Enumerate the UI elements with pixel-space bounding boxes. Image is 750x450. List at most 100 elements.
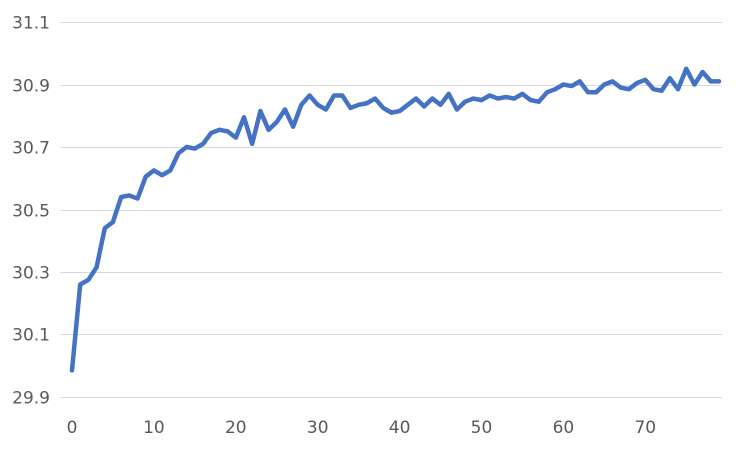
data-point: [307, 93, 312, 98]
y-tick-label: 30.3: [12, 264, 50, 284]
data-point: [651, 87, 656, 92]
data-point: [70, 368, 74, 373]
data-point: [340, 93, 345, 98]
data-point: [258, 109, 263, 114]
data-point: [520, 91, 525, 96]
data-point: [160, 173, 165, 178]
data-point: [78, 282, 83, 287]
data-point: [168, 168, 173, 173]
data-point: [299, 102, 304, 107]
data-point: [389, 110, 394, 115]
data-point: [217, 127, 222, 132]
data-point: [512, 96, 517, 101]
data-point: [676, 87, 681, 92]
data-point: [315, 102, 320, 107]
data-point: [463, 99, 468, 104]
plot-area: [69, 66, 722, 373]
data-point: [405, 102, 410, 107]
y-tick-label: 30.1: [12, 326, 50, 346]
data-point: [430, 96, 435, 101]
x-tick-label: 40: [389, 418, 411, 438]
data-point: [151, 168, 156, 173]
data-point: [143, 174, 148, 179]
data-point: [266, 127, 271, 132]
x-axis-tick-labels: 0 10 20 30 40 50 60 70: [67, 418, 657, 438]
data-point: [282, 107, 287, 112]
data-point: [594, 90, 599, 95]
data-point: [348, 105, 353, 110]
data-point: [700, 70, 705, 74]
x-tick-label: 30: [307, 418, 329, 438]
data-point: [397, 109, 402, 114]
data-point: [545, 90, 550, 95]
data-point: [94, 265, 99, 270]
data-point: [422, 104, 427, 109]
data-point: [569, 84, 574, 89]
data-point: [610, 79, 615, 84]
data-point: [487, 93, 492, 98]
data-point: [684, 66, 689, 71]
series-line: [69, 66, 722, 373]
data-point: [373, 96, 378, 101]
data-point: [504, 95, 509, 99]
data-point: [602, 82, 607, 87]
data-point: [585, 90, 590, 95]
data-point: [561, 82, 566, 87]
x-tick-label: 0: [67, 418, 78, 438]
y-axis-tick-labels: 29.9 30.1 30.3 30.5 30.7 30.9 31.1: [12, 14, 50, 409]
data-point: [413, 96, 418, 101]
data-point: [201, 141, 206, 146]
data-point: [192, 146, 197, 151]
data-point: [479, 98, 484, 103]
data-point: [577, 79, 582, 84]
data-point: [708, 79, 713, 84]
data-point: [323, 107, 328, 112]
data-point: [692, 82, 697, 87]
data-point: [356, 102, 361, 107]
data-point: [528, 98, 533, 103]
data-point: [250, 141, 255, 146]
y-tick-label: 30.5: [12, 202, 50, 222]
data-point: [659, 88, 664, 93]
data-point: [364, 101, 369, 106]
x-tick-label: 60: [553, 418, 575, 438]
y-tick-label: 31.1: [12, 14, 50, 34]
data-point: [241, 115, 246, 120]
y-tick-label: 29.9: [12, 389, 50, 409]
data-point: [184, 145, 189, 149]
data-point: [332, 93, 337, 98]
data-point: [233, 135, 238, 140]
data-point: [274, 120, 279, 124]
x-tick-label: 10: [143, 418, 165, 438]
data-point: [618, 85, 623, 90]
data-point: [176, 151, 181, 156]
data-point: [135, 196, 140, 201]
data-point: [536, 99, 541, 104]
data-point: [381, 105, 386, 110]
x-tick-label: 50: [471, 418, 493, 438]
data-point: [667, 76, 672, 81]
data-point: [110, 220, 115, 224]
y-tick-label: 30.9: [12, 77, 50, 97]
data-point: [102, 226, 107, 231]
data-point: [291, 124, 296, 129]
x-tick-label: 70: [634, 418, 656, 438]
data-point: [438, 102, 443, 107]
data-point: [225, 129, 230, 134]
data-point: [454, 107, 459, 112]
y-gridlines: [60, 22, 722, 398]
data-point: [643, 77, 648, 82]
data-point: [127, 193, 132, 198]
data-point: [86, 277, 91, 282]
data-point: [635, 80, 640, 85]
x-tick-label: 20: [225, 418, 247, 438]
data-point: [553, 87, 558, 92]
data-point: [119, 195, 124, 199]
data-point: [446, 91, 451, 96]
data-point: [471, 96, 476, 101]
data-point: [495, 96, 500, 101]
data-point: [209, 130, 214, 135]
data-point: [626, 87, 631, 92]
data-point: [717, 79, 721, 84]
